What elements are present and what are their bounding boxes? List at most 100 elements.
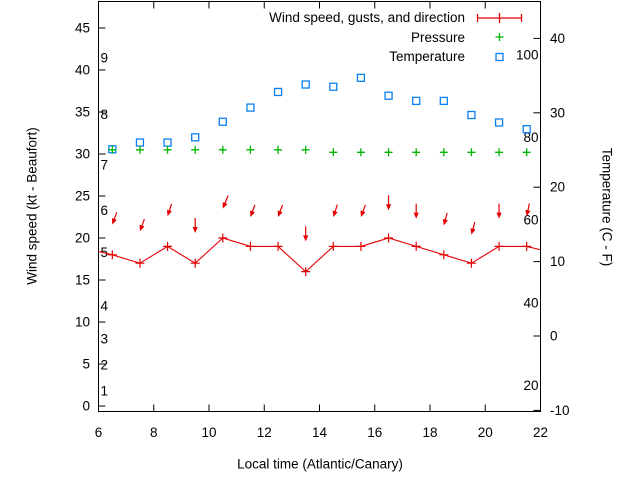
pressure-point <box>246 145 255 154</box>
x-tick-label: 14 <box>312 425 328 440</box>
wind-speed-point <box>273 241 283 251</box>
y-left-tick-label: 25 <box>75 188 90 203</box>
x-tick-label: 6 <box>95 425 103 440</box>
pressure-point <box>274 145 283 154</box>
pressure-point <box>356 148 365 157</box>
right-axis-title: Temperature (C - F) <box>599 147 615 267</box>
pressure-point <box>108 145 117 154</box>
temperature-point <box>163 138 172 147</box>
temperature-point <box>467 110 476 120</box>
beaufort-scale-label: 4 <box>101 299 109 314</box>
wind-speed-point <box>135 258 145 268</box>
pressure-point <box>301 145 310 154</box>
wind-speed-point <box>245 241 255 251</box>
legend-label-pressure: Pressure <box>410 29 465 45</box>
temperature-point <box>191 133 200 142</box>
temperature-point <box>522 125 531 134</box>
wind-speed-point <box>466 258 476 268</box>
gust-arrow-head-icon <box>166 209 172 217</box>
temperature-point <box>439 96 448 106</box>
gust-arrow-head-icon <box>525 209 531 217</box>
legend-label-temperature: Temperature <box>389 49 465 65</box>
pressure-plus-legend-icon <box>495 33 504 42</box>
x-tick-label: 16 <box>367 425 382 440</box>
wind-speed-point <box>439 250 449 260</box>
wind-speed-point <box>163 241 173 251</box>
y-right-tick-label: 0 <box>550 328 558 343</box>
temperature-point <box>494 118 504 127</box>
temperature-point <box>135 138 145 147</box>
wind-speed-point <box>522 241 532 251</box>
y-right-tick-label: 20 <box>550 180 565 195</box>
y-right-tick-label: -10 <box>550 403 570 418</box>
beaufort-scale-label: 8 <box>101 107 109 122</box>
beaufort-scale-label: 1 <box>101 383 109 398</box>
pressure-point <box>522 148 531 157</box>
pressure-point <box>467 148 476 157</box>
x-tick-label: 10 <box>201 425 216 440</box>
y-right-tick-label: 30 <box>550 105 565 120</box>
y-left-tick-label: 10 <box>75 315 90 330</box>
legend-row-temperature: Temperature <box>0 47 523 67</box>
wind-speed-point <box>218 233 228 243</box>
gust-arrow-head-icon <box>413 212 419 219</box>
y-left-tick-label: 35 <box>75 104 90 119</box>
wind-errorbar-legend-icon <box>476 12 523 23</box>
legend-label-wind: Wind speed, gusts, and direction <box>269 10 465 26</box>
fahrenheit-scale-label: 20 <box>523 378 538 393</box>
pressure-point <box>329 148 338 157</box>
x-tick-label: 18 <box>422 425 437 440</box>
temperature-square-legend-icon <box>495 52 504 61</box>
legend-row-pressure: Pressure <box>0 28 523 48</box>
fahrenheit-scale-label: 60 <box>523 213 538 228</box>
pressure-point <box>439 148 448 157</box>
gust-arrow-head-icon <box>496 212 502 219</box>
wind-speed-point <box>301 267 311 277</box>
y-right-tick-label: 10 <box>550 254 565 269</box>
y-left-tick-label: 0 <box>82 399 90 414</box>
pressure-point <box>218 145 227 154</box>
chart-legend: Wind speed, gusts, and direction Pressur… <box>0 8 523 67</box>
fahrenheit-scale-label: 100 <box>516 47 539 62</box>
pressure-point <box>135 145 144 154</box>
gust-arrow-head-icon <box>385 204 392 211</box>
x-tick-label: 12 <box>257 425 272 440</box>
wind-speed-point <box>384 233 394 243</box>
pressure-point <box>191 145 200 154</box>
gust-arrow-head-icon <box>192 226 198 233</box>
pressure-point <box>412 148 421 157</box>
fahrenheit-scale-label: 80 <box>523 130 538 145</box>
x-tick-label: 8 <box>150 425 158 440</box>
wind-speed-line <box>98 237 541 273</box>
beaufort-scale-label: 9 <box>101 51 109 66</box>
gust-arrow-head-icon <box>222 202 228 209</box>
beaufort-scale-label: 3 <box>101 331 109 346</box>
x-axis-title: Local time (Atlantic/Canary) <box>237 456 403 472</box>
temperature-point <box>218 117 227 126</box>
y-left-tick-label: 40 <box>75 62 90 77</box>
beaufort-scale-label: 2 <box>101 357 109 372</box>
gust-arrow-head-icon <box>332 210 338 218</box>
wind-speed-point <box>356 241 366 251</box>
temperature-point <box>384 91 393 100</box>
temperature-point <box>301 80 310 89</box>
gust-arrow-head-icon <box>360 210 366 218</box>
wind-speed-point <box>328 241 338 251</box>
gust-arrow-head-icon <box>470 228 476 235</box>
gust-arrow-head-icon <box>442 218 448 226</box>
y-left-tick-label: 5 <box>82 357 90 372</box>
beaufort-scale-label: 7 <box>101 157 109 172</box>
wind-speed-point <box>411 241 421 251</box>
y-left-tick-label: 45 <box>75 20 90 35</box>
wind-speed-point <box>107 250 117 260</box>
temperature-point <box>246 103 255 112</box>
temperature-point <box>356 73 366 82</box>
y-left-tick-label: 30 <box>75 146 90 161</box>
y-right-tick-label: 40 <box>550 31 565 46</box>
temperature-point <box>412 96 421 106</box>
pressure-point <box>163 145 172 154</box>
y-left-tick-label: 15 <box>75 273 90 288</box>
temperature-point <box>329 82 338 91</box>
